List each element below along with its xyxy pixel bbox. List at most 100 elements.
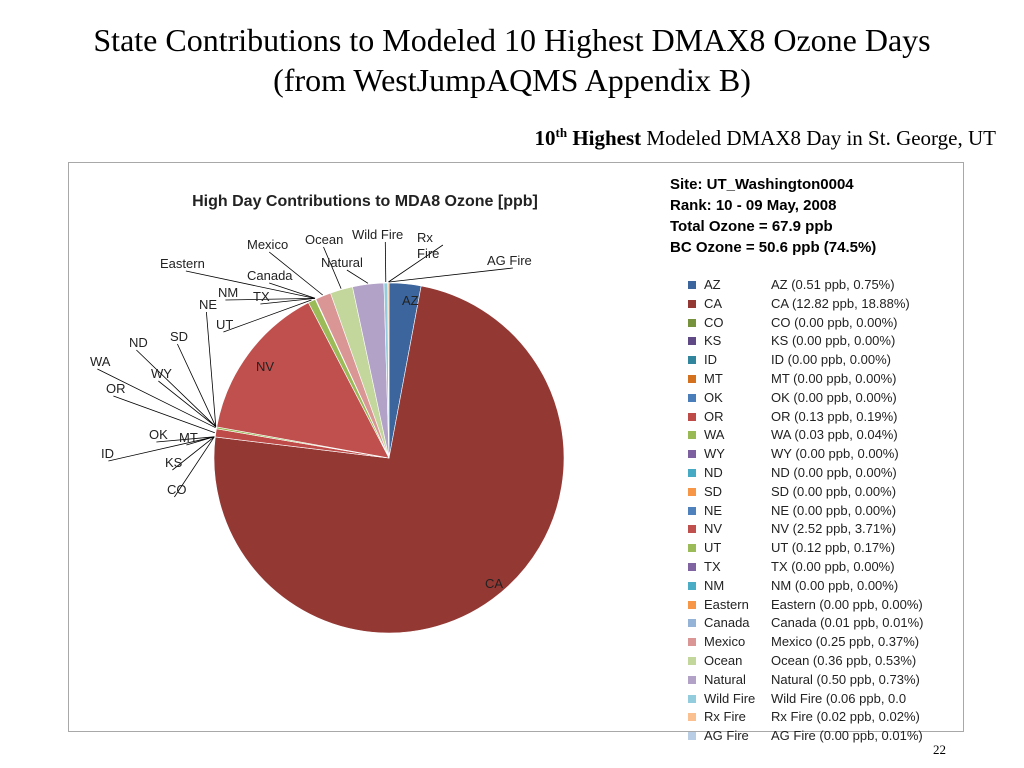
- slice-label-ca: CA: [485, 576, 503, 591]
- chart-title: High Day Contributions to MDA8 Ozone [pp…: [192, 193, 538, 210]
- legend-label-wy: WY: [704, 446, 725, 462]
- legend-value-mt: MT (0.00 ppb, 0.00%): [771, 370, 897, 386]
- legend-swatch-mexico: [688, 638, 696, 647]
- site-bc-ozone: BC Ozone = 50.6 ppb (74.5%): [670, 239, 877, 256]
- leader-line-ne: [206, 311, 217, 427]
- subtitle-description: Modeled DMAX8 Day in St. George, UT: [646, 126, 996, 150]
- slice-label-id: ID: [101, 446, 114, 461]
- legend-label-nm: NM: [704, 577, 725, 593]
- legend-label-ag-fire: AG Fire: [704, 728, 749, 744]
- legend-swatch-mt: [688, 374, 696, 383]
- legend-swatch-id: [688, 356, 696, 365]
- legend-label-ut: UT: [704, 540, 722, 556]
- legend-value-id: ID (0.00 ppb, 0.00%): [771, 352, 891, 368]
- leader-line-ok: [156, 436, 215, 443]
- legend-swatch-or: [688, 412, 696, 421]
- legend-label-or: OR: [704, 408, 724, 424]
- legend-label-eastern: Eastern: [704, 596, 749, 612]
- leader-line-mexico: [268, 251, 323, 296]
- slice-label-ok: OK: [149, 427, 168, 442]
- slide-subtitle: 10th Highest Modeled DMAX8 Day in St. Ge…: [535, 120, 996, 151]
- legend-label-ks: KS: [704, 333, 722, 349]
- legend-label-canada: Canada: [704, 615, 750, 631]
- legend-swatch-wy: [688, 450, 696, 459]
- legend-value-co: CO (0.00 ppb, 0.00%): [771, 314, 898, 330]
- slice-label-sd: SD: [170, 329, 188, 344]
- subtitle-highest: Highest: [572, 126, 642, 150]
- slice-label-wa: WA: [90, 354, 111, 369]
- legend-value-wild-fire: Wild Fire (0.06 ppb, 0.0: [771, 690, 907, 706]
- legend-value-wy: WY (0.00 ppb, 0.00%): [771, 446, 899, 462]
- leader-line-rx-fire: [388, 244, 444, 283]
- slice-label-wild-fire: Wild Fire: [352, 227, 403, 242]
- leader-line-or: [113, 395, 215, 434]
- leader-line-tx: [260, 298, 315, 305]
- legend-label-mt: MT: [704, 370, 723, 386]
- leader-line-mt: [186, 436, 215, 446]
- legend-value-ne: NE (0.00 ppb, 0.00%): [771, 502, 897, 518]
- slice-label-nd: ND: [129, 335, 148, 350]
- slice-label-mt: MT: [179, 430, 198, 445]
- slice-label-co: CO: [167, 482, 187, 497]
- legend-swatch-nd: [688, 468, 696, 477]
- legend-value-tx: TX (0.00 ppb, 0.00%): [771, 558, 895, 574]
- legend-label-natural: Natural: [704, 671, 746, 687]
- pie-slice-rx-fire: [387, 282, 390, 459]
- slice-labels: AZ CA CO KS ID MT OK OR WA WY ND SD NE NV UT TX NM Easter…: [90, 227, 532, 591]
- leader-line-id: [108, 436, 215, 462]
- legend-value-ut: UT (0.12 ppb, 0.17%): [771, 540, 896, 556]
- site-info: Site: UT_Washington0004 Rank: 10 - 09 Ma…: [670, 174, 876, 258]
- legend-value-canada: Canada (0.01 ppb, 0.01%): [771, 615, 924, 631]
- slice-label-tx: TX: [253, 289, 270, 304]
- legend-label-ne: NE: [704, 502, 723, 518]
- slice-label-wy: WY: [151, 366, 172, 381]
- slice-label-mexico: Mexico: [247, 237, 288, 252]
- legend-value-natural: Natural (0.50 ppb, 0.73%): [771, 671, 920, 687]
- legend-label-id: ID: [704, 352, 717, 368]
- leader-line-natural: [346, 269, 369, 284]
- legend-swatch-az: [688, 281, 696, 289]
- slice-label-rx-fire: Rx Fire: [417, 230, 439, 261]
- legend-value-ocean: Ocean (0.36 ppb, 0.53%): [771, 652, 917, 668]
- legend-value-nm: NM (0.00 ppb, 0.00%): [771, 577, 899, 593]
- legend-label-nd: ND: [704, 464, 723, 480]
- slice-label-natural: Natural: [321, 255, 363, 270]
- page-number: 22: [933, 742, 946, 757]
- leader-line-wild-fire: [384, 241, 387, 283]
- leader-line-ks: [172, 436, 215, 471]
- legend-swatch-ag-fire: [688, 732, 696, 741]
- leader-line-nm: [225, 298, 315, 301]
- leader-line-ocean: [323, 246, 342, 289]
- legend-swatch-eastern: [688, 600, 696, 609]
- slice-label-ocean: Ocean: [305, 232, 343, 247]
- slice-label-or: OR: [106, 381, 126, 396]
- leader-line-sd: [177, 343, 217, 427]
- legend-swatch-wa: [688, 431, 696, 440]
- legend-swatch-ca: [688, 299, 696, 308]
- slide-title-line1: State Contributions to Modeled 10 Highes…: [93, 22, 931, 58]
- site-name: Site: UT_Washington0004: [670, 176, 854, 193]
- slice-label-eastern: Eastern: [160, 256, 205, 271]
- legend-swatch-natural: [688, 675, 696, 684]
- legend-value-or: OR (0.13 ppb, 0.19%): [771, 408, 898, 424]
- slice-label-ut: UT: [216, 317, 233, 332]
- legend-swatch-tx: [688, 562, 696, 571]
- leader-line-eastern: [185, 270, 315, 299]
- slide-title-line2: (from WestJumpAQMS Appendix B): [273, 62, 751, 98]
- legend-swatch-ne: [688, 506, 696, 515]
- legend-label-ocean: Ocean: [704, 652, 743, 668]
- leader-line-nd: [136, 349, 217, 427]
- leader-lines: [97, 241, 513, 498]
- slice-label-ag-fire: AG Fire: [487, 253, 532, 268]
- legend-value-nv: NV (2.52 ppb, 3.71%): [771, 521, 897, 537]
- legend-swatch-ok: [688, 393, 696, 402]
- site-rank: Rank: 10 - 09 May, 2008: [670, 197, 837, 214]
- legend-label-wa: WA: [704, 427, 725, 443]
- site-total-ozone: Total Ozone = 67.9 ppb: [670, 218, 833, 235]
- pie-slices: [213, 282, 565, 634]
- legend-label-co: CO: [704, 314, 724, 330]
- legend-value-mexico: Mexico (0.25 ppb, 0.37%): [771, 634, 920, 650]
- slice-label-canada: Canada: [247, 268, 293, 283]
- legend-swatch-nv: [688, 525, 696, 534]
- legend-label-az: AZ: [704, 277, 721, 292]
